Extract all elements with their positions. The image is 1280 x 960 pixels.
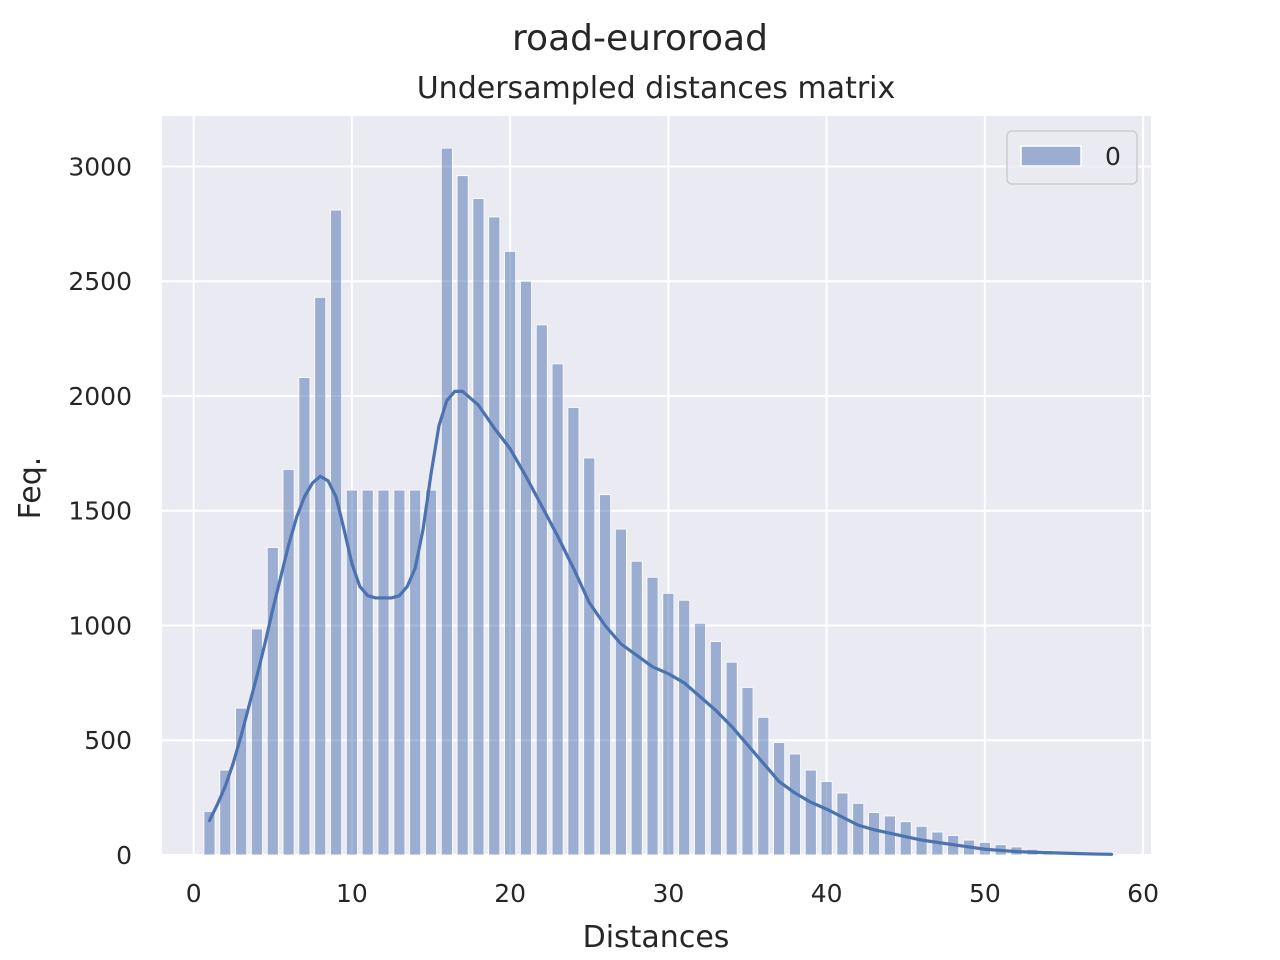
histogram-bar (551, 363, 564, 856)
y-tick-label: 500 (84, 726, 132, 755)
histogram-bar (820, 781, 833, 856)
histogram-bar (440, 147, 453, 856)
histogram-bar (456, 175, 469, 856)
histogram-bar (614, 528, 627, 856)
histogram-bar (520, 280, 532, 856)
legend-swatch (1020, 145, 1082, 167)
histogram-bar (472, 198, 485, 856)
histogram-bar (646, 576, 659, 856)
y-tick-label: 2000 (68, 382, 132, 411)
legend: 0 (1006, 130, 1138, 185)
histogram-bar (741, 687, 754, 856)
chart-title: Undersampled distances matrix (417, 71, 896, 106)
x-tick-label: 30 (652, 879, 684, 908)
histogram-bar (235, 707, 248, 856)
histogram-bar (282, 469, 295, 856)
histogram-bar (709, 641, 722, 856)
y-axis-label: Feq. (13, 457, 48, 520)
histogram-bar (678, 599, 691, 856)
histogram-bar (725, 661, 738, 856)
histogram-bar (836, 792, 849, 856)
histogram-bar (694, 622, 706, 856)
histogram-bar (773, 742, 786, 856)
histogram-bar (203, 810, 216, 856)
histogram-bar (345, 489, 358, 856)
histogram-bar (789, 753, 801, 856)
histogram-bar (314, 296, 327, 856)
x-tick-labels: 0 10 20 30 40 50 60 (186, 879, 1159, 908)
x-tick-label: 60 (1127, 879, 1159, 908)
x-tick-label: 40 (811, 879, 843, 908)
histogram-bar (361, 489, 374, 856)
legend-label: 0 (1105, 142, 1121, 171)
histogram-bar (219, 769, 232, 856)
y-tick-label: 3000 (68, 152, 132, 181)
x-tick-label: 20 (494, 879, 526, 908)
histogram-bars (203, 147, 1118, 856)
histogram-bar (599, 494, 612, 856)
x-axis-label: Distances (583, 920, 730, 955)
chart-suptitle: road-euroroad (512, 18, 768, 59)
histogram-bar (757, 716, 770, 856)
histogram-bar (330, 209, 343, 856)
histogram-bar (504, 251, 517, 856)
y-tick-label: 0 (116, 841, 132, 870)
histogram-bar (393, 489, 406, 856)
y-tick-label: 1000 (68, 611, 132, 640)
kde-curve (207, 389, 1114, 856)
histogram-bar (804, 769, 817, 856)
histogram-bar (868, 812, 881, 856)
histogram-bar (425, 489, 437, 856)
histogram-bar (567, 407, 580, 856)
y-tick-labels: 0 500 1000 1500 2000 2500 3000 (68, 152, 132, 870)
histogram-bar (266, 547, 279, 856)
histogram-bar (535, 324, 548, 856)
y-tick-label: 1500 (68, 497, 132, 526)
histogram-bar (298, 377, 311, 856)
histogram-bar (409, 489, 422, 856)
histogram-bar (662, 592, 675, 856)
x-tick-label: 0 (186, 879, 202, 908)
histogram-bar (488, 216, 501, 856)
histogram-bar (630, 560, 643, 856)
y-tick-label: 2500 (68, 267, 132, 296)
x-tick-label: 50 (969, 879, 1001, 908)
histogram-bar (251, 628, 263, 856)
x-tick-label: 10 (336, 879, 368, 908)
histogram-bar (583, 457, 596, 856)
histogram-bar (377, 489, 390, 856)
histogram-bar (852, 802, 865, 856)
